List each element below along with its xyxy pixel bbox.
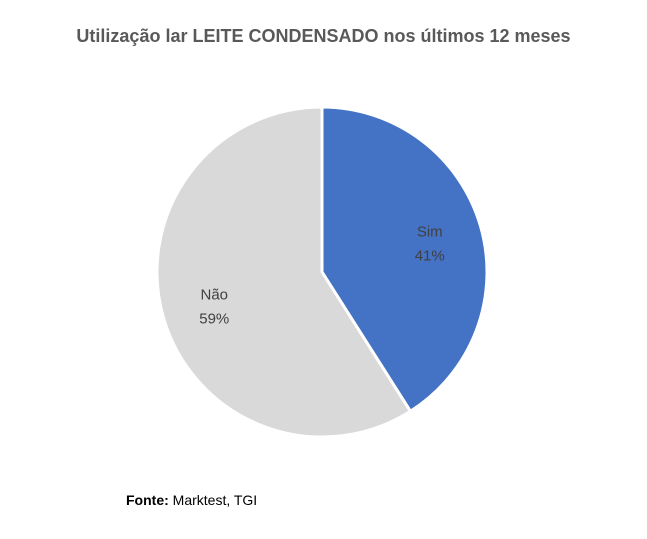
slice-label-value: 41% xyxy=(415,248,445,265)
source-prefix: Fonte: xyxy=(126,492,169,508)
chart-title: Utilização lar LEITE CONDENSADO nos últi… xyxy=(76,26,571,46)
slice-label-name: Sim xyxy=(417,224,443,241)
source-text: Marktest, TGI xyxy=(172,492,258,508)
pie-labels: Sim 41% Não 59% xyxy=(199,224,445,328)
pie-slice-nao xyxy=(155,105,412,439)
slice-label-name: Não xyxy=(200,286,228,303)
slice-label-value: 59% xyxy=(199,310,229,327)
pie-slices xyxy=(155,105,489,439)
source-note: Fonte: Marktest, TGI xyxy=(126,492,257,508)
